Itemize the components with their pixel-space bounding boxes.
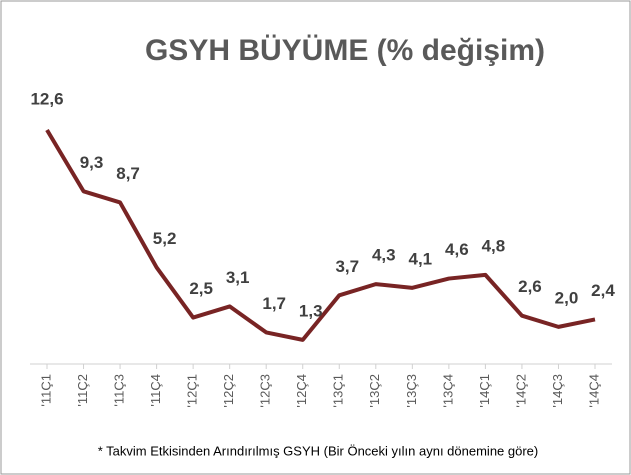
data-label: 3,7 [335,257,359,276]
data-label: 9,3 [80,153,104,172]
x-tick-label: '12Ç2 [221,374,236,408]
x-tick-label: '14Ç4 [586,374,601,408]
x-tick-label: '11Ç1 [38,374,53,407]
data-line [45,128,596,342]
data-label: 5,2 [153,229,177,248]
data-label: 2,5 [189,279,213,298]
x-tick-label: '12Ç4 [294,374,309,408]
data-label: 2,4 [591,281,615,300]
x-tick-label: '14Ç1 [477,374,492,408]
data-label: 12,6 [30,89,63,108]
data-label: 4,3 [372,246,396,265]
x-tick-label: '12Ç1 [185,374,200,408]
x-tick-label: '13Ç1 [331,374,346,408]
x-tick-label: '11Ç4 [148,374,163,407]
x-tick-label: '11Ç2 [75,374,90,407]
data-label: 2,0 [555,288,579,307]
data-label: 4,1 [409,249,433,268]
data-label: 1,7 [262,294,286,313]
x-tick-label: '12Ç3 [258,374,273,408]
data-label: 3,1 [226,268,250,287]
chart-title: GSYH BÜYÜME (% değişim) [145,34,545,67]
x-tick-label: '13Ç4 [440,374,455,408]
x-tick-label: '13Ç3 [404,374,419,408]
data-label: 2,6 [518,277,542,296]
x-tick-label: '14Ç2 [513,374,528,408]
x-tick-label: '14Ç3 [550,374,565,408]
data-label: 4,6 [445,240,469,259]
data-label: 8,7 [116,164,140,183]
footnote: * Takvim Etkisinden Arındırılmış GSYH (B… [98,443,538,458]
data-label: 1,3 [299,301,323,320]
x-tick-label: '11Ç3 [112,374,127,407]
data-label: 4,8 [482,236,506,255]
x-tick-label: '13Ç2 [367,374,382,408]
